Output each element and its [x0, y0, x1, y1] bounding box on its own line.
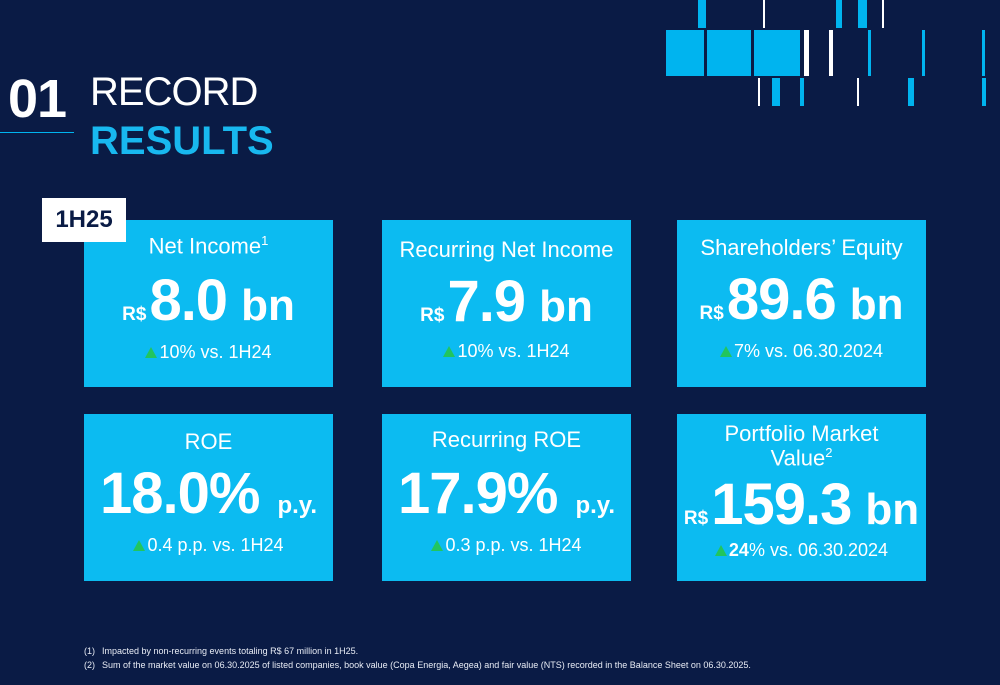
kpi-delta: 0.4 p.p. vs. 1H24 — [133, 535, 284, 556]
kpi-card-recurring-net-income: Recurring Net Income R$ 7.9 bn 10% vs. 1H2… — [382, 220, 631, 387]
kpi-card-shareholders-equity: Shareholders’ Equity R$ 89.6 bn 7% vs. 06.… — [677, 220, 926, 387]
up-arrow-icon — [133, 540, 146, 552]
footnote-item: (1) Impacted by non-recurring events tota… — [84, 646, 359, 656]
kpi-delta: 24% vs. 06.30.2024 — [714, 540, 888, 561]
kpi-value: R$ 159.3 bn — [683, 471, 920, 537]
kpi-delta: 10% vs. 1H24 — [443, 341, 570, 362]
footnote-item: (2) Sum of the market value on 06.30.2025… — [84, 660, 751, 670]
kpi-card-roe: ROE 18.0% p.y. 0.4 p.p. vs. 1H24 — [84, 414, 333, 581]
kpi-delta: 7% vs. 06.30.2024 — [719, 341, 883, 362]
kpi-card-portfolio-market-value: Portfolio Market Value2 R$ 159.3 bn 24% vs… — [677, 414, 926, 581]
kpi-card-net-income: Net Income1 R$ 8.0 bn 10% vs. 1H24 — [84, 220, 333, 387]
up-arrow-icon — [145, 346, 158, 358]
kpi-delta: 0.3 p.p. vs. 1H24 — [431, 535, 582, 556]
kpi-value: 18.0% p.y. — [99, 461, 318, 527]
page-title-line2: RESULTS — [90, 119, 274, 163]
kpi-value: R$ 8.0 bn — [122, 267, 295, 333]
kpi-value: R$ 89.6 bn — [699, 267, 904, 333]
up-arrow-icon — [443, 346, 456, 358]
kpi-title: Portfolio Market Value2 — [724, 421, 879, 471]
kpi-title: Recurring ROE — [431, 427, 582, 452]
kpi-title: Net Income1 — [148, 233, 269, 259]
footnotes: (1) Impacted by non-recurring events tota… — [84, 644, 751, 672]
kpi-title: Shareholders’ Equity — [700, 235, 903, 260]
kpi-card-recurring-roe: Recurring ROE 17.9% p.y. 0.3 p.p. vs. 1H2… — [382, 414, 631, 581]
kpi-value: 17.9% p.y. — [397, 461, 616, 527]
up-arrow-icon — [714, 544, 727, 556]
section-number: 01 — [8, 69, 67, 129]
up-arrow-icon — [719, 346, 732, 358]
section-underline — [0, 132, 74, 133]
kpi-delta: 10% vs. 1H24 — [145, 342, 272, 363]
up-arrow-icon — [431, 540, 444, 552]
kpi-value: R$ 7.9 bn — [420, 269, 593, 335]
page-title-line1: RECORD — [90, 70, 258, 114]
kpi-title: Recurring Net Income — [399, 237, 614, 262]
kpi-title: ROE — [184, 429, 233, 454]
period-tag: 1H25 — [42, 198, 126, 242]
